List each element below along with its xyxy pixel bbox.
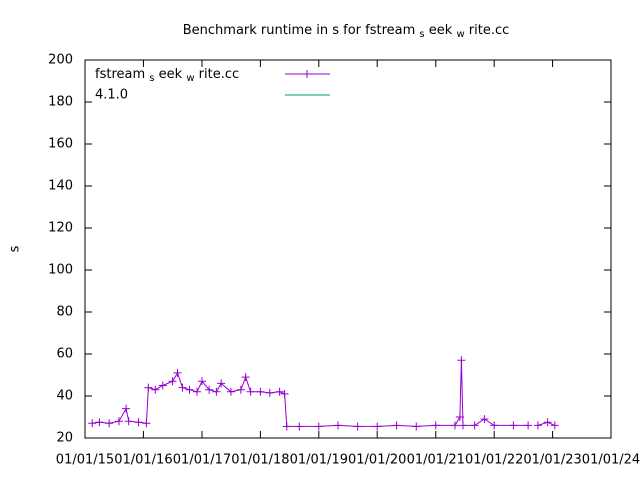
subscript: w [456,29,464,40]
y-tick-label: 160 [48,137,73,152]
point [353,422,362,431]
point [173,368,182,377]
point [105,419,114,428]
point [205,385,214,394]
y-tick-label: 40 [56,389,73,404]
point [412,422,421,431]
point [114,417,123,426]
legend-label: 4.1.0 [95,88,128,103]
point [246,387,255,396]
point [212,387,221,396]
point [280,389,289,398]
point [450,421,459,430]
point [256,387,265,396]
subscript: s [149,73,154,84]
point [144,383,153,392]
x-tick-label: 01/01/16 [114,453,172,468]
point [197,377,206,386]
y-tick-label: 80 [56,305,73,320]
point [142,419,151,428]
point [431,421,440,430]
x-tick-label: 01/01/20 [348,453,406,468]
x-tick-label: 01/01/22 [465,453,523,468]
text-part: fstream [95,67,145,82]
legend-marker [303,70,311,78]
series-line [92,360,555,427]
point [193,387,202,396]
point [458,421,467,430]
point [333,421,342,430]
point [265,388,274,397]
subscript: w [186,73,194,84]
point [178,383,187,392]
point [373,422,382,431]
y-tick-label: 100 [48,263,73,278]
y-tick-label: 20 [56,431,73,446]
point [455,413,464,421]
point [122,404,131,413]
x-tick-label: 01/01/18 [231,453,289,468]
point [524,421,533,430]
text-part: Benchmark runtime in s for fstream [183,23,416,38]
x-tick-label: 01/01/23 [523,453,581,468]
point [134,418,143,427]
point [533,421,542,430]
point [185,385,194,394]
chart-title: Benchmark runtime in s for fstream s eek… [183,23,510,42]
x-tick-label: 01/01/19 [290,453,348,468]
point [282,422,291,431]
point [158,381,167,390]
plot-frame [84,59,612,439]
y-tick-label: 140 [48,179,73,194]
x-tick-label: 01/01/17 [173,453,231,468]
point [490,421,499,430]
point [151,385,160,394]
point [88,419,97,428]
x-tick-label: 01/01/24 [582,453,640,468]
y-tick-label: 200 [48,53,73,68]
point [95,418,104,427]
y-tick-label: 120 [48,221,73,236]
point [241,373,250,382]
point [392,421,401,430]
point [543,418,552,427]
y-tick-label: 60 [56,347,73,362]
text-part: eek [429,23,453,38]
text-part: rite.cc [199,67,239,82]
y-tick-label: 180 [48,95,73,110]
point [226,387,235,396]
point [124,417,133,426]
legend-label: fstream s eek w rite.cc [95,67,239,86]
point [217,379,226,388]
point [295,422,304,431]
x-tick-label: 01/01/21 [407,453,465,468]
point [509,421,518,430]
point [470,421,479,430]
point [168,377,177,386]
text-part: rite.cc [469,23,509,38]
point [480,415,489,424]
text-part: eek [159,67,183,82]
point [236,385,245,394]
point [457,356,466,365]
x-tick-label: 01/01/15 [56,453,114,468]
subscript: s [419,29,424,40]
y-axis-label: s [8,245,23,252]
point [550,421,559,430]
point [314,422,323,431]
point [275,387,284,396]
